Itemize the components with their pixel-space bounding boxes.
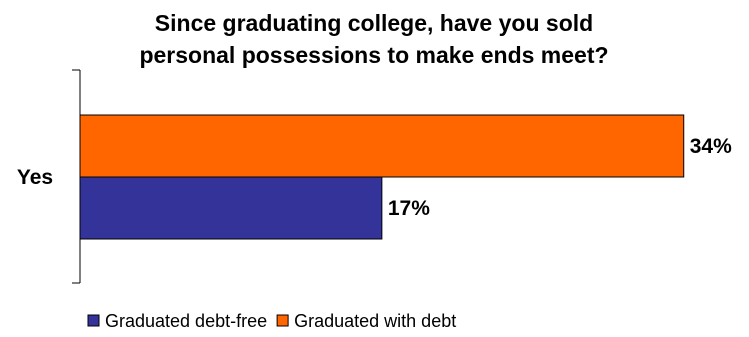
bars — [79, 114, 685, 240]
legend-label: Graduated debt-free — [105, 311, 267, 331]
legend: Graduated debt-free Graduated with debt — [87, 311, 456, 331]
chart-title-line: Since graduating college, have you sold — [155, 10, 593, 36]
bar-graduated-debt-free — [79, 176, 383, 240]
data-label: 34% — [690, 135, 732, 158]
bar-graduated-with-debt — [79, 114, 685, 178]
legend-swatch — [276, 314, 289, 327]
legend-label: Graduated with debt — [294, 311, 456, 331]
legend-swatch — [87, 314, 100, 327]
data-label: 17% — [388, 197, 430, 220]
data-labels: 34% 17% — [388, 135, 732, 220]
category-axis: Yes — [17, 69, 81, 284]
chart-title-line: personal possessions to make ends meet? — [139, 42, 608, 68]
category-label: Yes — [17, 166, 53, 189]
chart-title: Since graduating college, have you sold p… — [139, 10, 608, 68]
